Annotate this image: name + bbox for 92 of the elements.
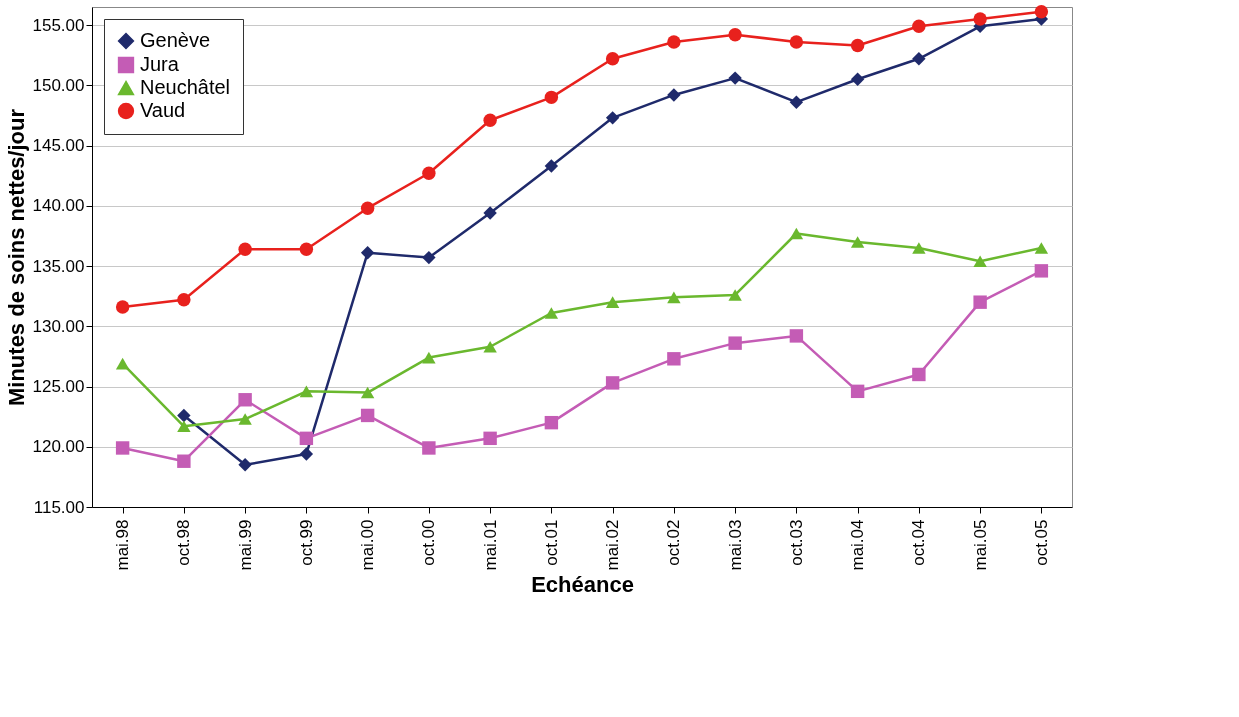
point	[850, 236, 865, 248]
point	[299, 385, 314, 398]
y-tick-label: 150.00	[32, 75, 85, 95]
point	[850, 72, 865, 86]
point	[299, 431, 314, 446]
point	[912, 367, 926, 382]
x-tick-label: oct.98	[174, 519, 194, 566]
x-tick-label: mai.05	[970, 519, 990, 571]
point	[238, 242, 252, 256]
x-tick-label: oct.05	[1031, 519, 1051, 566]
point	[728, 336, 742, 350]
y-tick-label: 125.00	[32, 377, 85, 397]
x-tick-label: mai.99	[235, 519, 255, 571]
x-tick-label: mai.03	[725, 519, 745, 571]
point	[238, 413, 252, 425]
point	[115, 300, 130, 314]
point	[789, 329, 804, 343]
x-tick-label: mai.02	[603, 519, 623, 571]
point	[544, 307, 559, 319]
y-tick-label: 140.00	[32, 196, 85, 216]
point	[667, 88, 681, 102]
x-tick-label: mai.00	[358, 519, 378, 571]
point	[912, 52, 926, 66]
x-tick-label: oct.01	[541, 519, 561, 566]
point	[912, 242, 926, 254]
y-axis-title: Minutes de soins nettes/jour	[3, 108, 29, 407]
point	[544, 90, 559, 105]
point	[177, 293, 191, 307]
point	[605, 376, 620, 390]
y-tick-label: 115.00	[33, 497, 85, 517]
point	[789, 227, 804, 240]
point	[422, 441, 436, 455]
y-tick-label: 120.00	[32, 437, 85, 457]
legend-label: Neuchâtel	[140, 76, 231, 98]
point	[299, 447, 314, 461]
x-tick-label: oct.00	[419, 519, 439, 566]
point	[789, 95, 804, 109]
point	[1034, 242, 1049, 254]
point	[360, 386, 375, 399]
point	[605, 111, 620, 125]
x-tick-label: mai.04	[848, 519, 868, 571]
x-tick-label: oct.03	[786, 519, 806, 566]
point	[912, 19, 926, 33]
point	[422, 351, 436, 364]
point	[422, 166, 436, 180]
x-tick-label: oct.99	[296, 519, 316, 566]
point	[850, 38, 865, 53]
point	[544, 159, 559, 173]
point	[177, 420, 191, 433]
point	[728, 28, 742, 42]
point	[728, 289, 742, 301]
point	[115, 441, 130, 455]
legend-label: Vaud	[140, 99, 186, 121]
point	[115, 357, 130, 370]
point	[422, 250, 436, 265]
y-tick-label: 155.00	[32, 15, 85, 35]
point	[973, 295, 987, 309]
point	[789, 35, 804, 49]
legend-label: Genève	[140, 29, 211, 51]
point	[483, 431, 497, 446]
point	[360, 201, 375, 215]
x-tick-label: mai.98	[113, 519, 133, 571]
y-tick-label: 135.00	[32, 256, 85, 276]
point	[605, 296, 620, 308]
point	[177, 408, 191, 423]
point	[605, 52, 620, 66]
point	[850, 384, 865, 399]
point	[360, 246, 375, 260]
point	[973, 255, 987, 268]
y-tick-label: 145.00	[32, 136, 85, 156]
point	[360, 408, 375, 423]
point	[177, 454, 191, 468]
point	[1034, 5, 1049, 19]
point	[483, 340, 497, 353]
point	[544, 415, 559, 430]
point	[667, 35, 681, 49]
x-tick-label: mai.01	[480, 519, 500, 571]
point	[299, 242, 314, 256]
point	[667, 291, 681, 304]
point	[483, 113, 497, 127]
point	[728, 71, 742, 85]
legend-label: Jura	[140, 53, 180, 75]
point	[483, 206, 497, 220]
x-tick-label: oct.04	[909, 519, 929, 566]
x-axis-title: Echéance	[531, 571, 634, 597]
y-tick-label: 130.00	[32, 316, 85, 336]
x-tick-label: oct.02	[664, 519, 684, 566]
point	[238, 458, 252, 472]
point	[973, 12, 987, 26]
point	[1034, 264, 1049, 278]
point	[667, 352, 681, 366]
point	[238, 393, 252, 407]
